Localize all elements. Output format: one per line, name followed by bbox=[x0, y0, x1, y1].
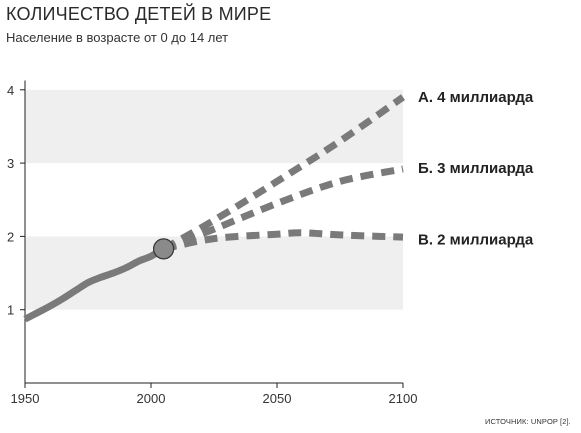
axes: 1 2 3 4 1950 2000 2050 2100 bbox=[7, 80, 417, 406]
x-tick-label-1950: 1950 bbox=[11, 391, 40, 406]
y-tick-label-3: 3 bbox=[7, 156, 14, 171]
x-tick-label-2050: 2050 bbox=[263, 391, 292, 406]
background-band-0 bbox=[25, 236, 403, 310]
scenario-label-0: А. 4 миллиарда bbox=[418, 89, 534, 106]
current-marker bbox=[153, 238, 175, 260]
y-tick-label-4: 4 bbox=[7, 83, 14, 98]
scenario-label-2: В. 2 миллиарда bbox=[418, 231, 534, 248]
y-tick-label-1: 1 bbox=[7, 303, 14, 318]
background-band-1 bbox=[25, 89, 403, 164]
scenario-line-1 bbox=[162, 165, 404, 253]
series-group bbox=[23, 94, 406, 323]
scenario-labels: А. 4 миллиарда Б. 3 миллиарда В. 2 миллиар… bbox=[418, 89, 534, 249]
historical-line bbox=[23, 245, 166, 323]
source-note: ИСТОЧНИК: UNPOP [2]. bbox=[485, 417, 571, 426]
x-tick-label-2000: 2000 bbox=[137, 391, 166, 406]
scenario-label-1: Б. 3 миллиарда bbox=[418, 160, 534, 177]
chart-title: КОЛИЧЕСТВО ДЕТЕЙ В МИРЕ bbox=[6, 4, 272, 24]
x-tick-label-2100: 2100 bbox=[389, 391, 418, 406]
scenario-line-0 bbox=[161, 94, 406, 252]
y-tick-label-2: 2 bbox=[7, 229, 14, 244]
background-bands bbox=[25, 89, 403, 310]
scenario-line-2 bbox=[162, 229, 404, 253]
chart-subtitle: Население в возрасте от 0 до 14 лет bbox=[6, 30, 229, 45]
